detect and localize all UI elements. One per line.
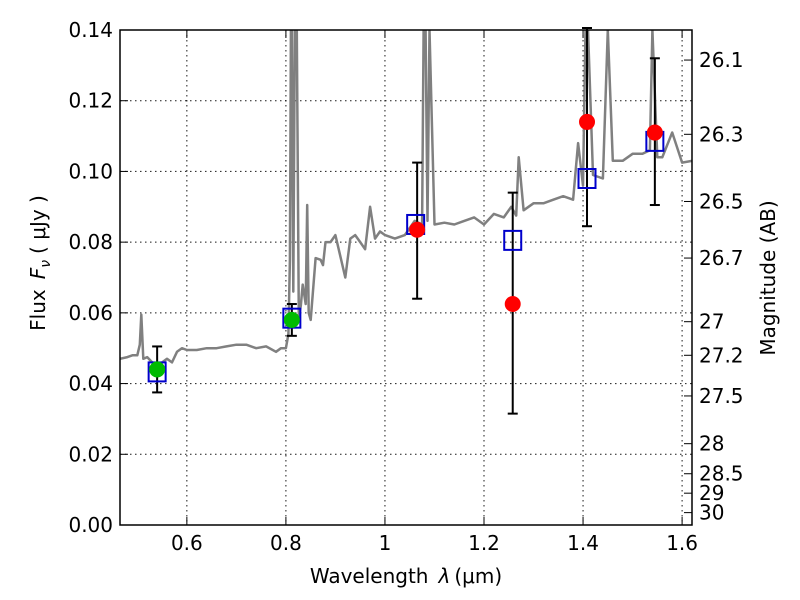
plot-frame: [119, 29, 693, 526]
flux-point: [504, 296, 521, 313]
x-tick-label: 0.6: [171, 531, 203, 555]
model-flux-square: [503, 229, 523, 251]
x-tick-label: 1.4: [567, 531, 599, 555]
x-tick-label: 0.8: [270, 531, 302, 555]
x-tick-label: 1: [379, 531, 392, 555]
plot-area: [120, 30, 692, 368]
x-tick-label: 1.2: [468, 531, 500, 555]
y-tick-label: 0.00: [68, 513, 113, 537]
y-tick-label: 0.04: [68, 372, 113, 396]
sed-model-line: [120, 30, 692, 368]
mag-tick-label: 28: [699, 432, 724, 456]
y-axis-label-unit: ( μJy ): [26, 195, 50, 254]
flux-point: [646, 124, 663, 141]
flux-point: [149, 361, 166, 378]
y-axis-label-symbol-sub: ν: [38, 260, 54, 268]
x-axis-label-symbol: λ: [438, 564, 451, 588]
y-tick-label: 0.02: [68, 442, 113, 466]
y-tick-label: 0.10: [68, 159, 113, 183]
y-axis-label: Flux Fν ( μJy ): [26, 195, 54, 331]
mag-tick-label: 27.2: [699, 343, 744, 367]
mag-tick-label: 26.7: [699, 246, 744, 270]
y-tick-label: 0.08: [68, 230, 113, 254]
flux-point: [409, 221, 426, 238]
y-tick-label: 0.06: [68, 301, 113, 325]
mag-tick-label: 30: [699, 501, 724, 525]
y-axis-label-text: Flux: [26, 289, 50, 331]
markers: [147, 113, 665, 383]
mag-tick-label: 26.1: [699, 48, 744, 72]
y-tick-label: 0.14: [68, 18, 113, 42]
mag-tick-label: 26.3: [699, 122, 744, 146]
x-tick-label: 1.6: [666, 531, 698, 555]
y-tick-label: 0.12: [68, 89, 113, 113]
x-axis-label-text: Wavelength: [310, 564, 429, 588]
flux-point: [283, 311, 300, 328]
mag-tick-label: 26.5: [699, 189, 744, 213]
y-axis-label-symbol: F: [26, 267, 50, 279]
x-axis-label-unit: (μm): [454, 564, 502, 588]
mag-tick-label: 27: [699, 310, 724, 334]
y2-axis-label: Magnitude (AB): [756, 200, 780, 355]
model-flux-square: [577, 168, 597, 189]
mag-tick-label: 28.5: [699, 462, 744, 486]
flux-point: [579, 113, 596, 130]
mag-tick-label: 29: [699, 481, 724, 505]
x-axis-label: Wavelength λ (μm): [310, 564, 502, 588]
ticks: 0.6 0.8 1 1.2 1.4 1.6 0.00 0.02 0.04 0.06 0.08 0.10…: [68, 18, 743, 555]
mag-tick-label: 27.5: [699, 384, 744, 408]
